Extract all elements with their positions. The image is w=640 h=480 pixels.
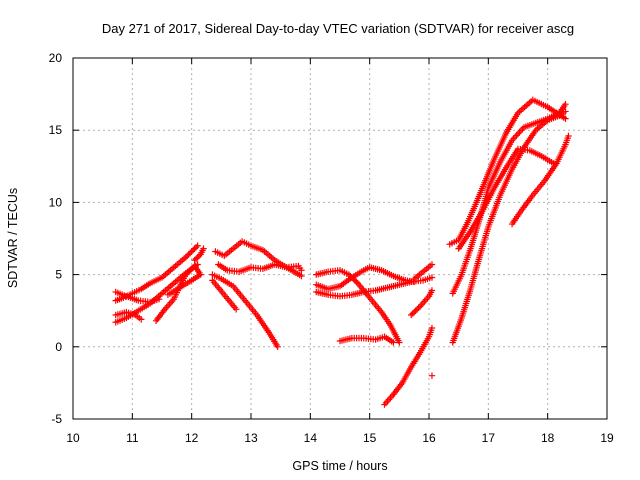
x-tick-label: 16: [422, 431, 436, 445]
grid-lines: [73, 58, 607, 419]
data-point-marker: [565, 132, 572, 140]
data-point-marker: [408, 311, 415, 319]
x-tick-label: 10: [66, 431, 80, 445]
data-point-marker: [428, 324, 436, 332]
data-point-marker: [415, 304, 422, 312]
y-tick-label: 5: [55, 268, 62, 282]
data-point-marker: [191, 262, 198, 270]
data-point-marker: [413, 306, 421, 313]
data-point-marker: [345, 271, 353, 278]
series-track-22: [455, 145, 557, 252]
data-point-marker: [184, 269, 191, 277]
data-point-marker: [428, 372, 436, 379]
data-point-marker: [186, 267, 194, 274]
data-point-marker: [191, 245, 198, 252]
axis-ticks: 10 11 12 13 14 15 16 17 18 19 -5 0 5 10 15 20: [49, 51, 614, 445]
data-point-marker: [410, 308, 418, 316]
data-point-marker: [192, 255, 200, 262]
data-point-marker: [188, 265, 195, 273]
x-tick-label: 17: [482, 431, 496, 445]
data-point-marker: [511, 133, 519, 141]
series-track-23: [508, 132, 572, 228]
data-point-marker: [428, 274, 436, 281]
data-point-marker: [274, 343, 281, 350]
data-point-marker: [396, 339, 403, 346]
data-point-marker: [189, 264, 197, 271]
series-track-19: [446, 96, 569, 248]
series-track-8: [215, 261, 305, 275]
y-axis-label: SDTVAR / TECUs: [6, 188, 20, 288]
data-point-marker: [138, 316, 145, 323]
series-track-10: [209, 277, 240, 313]
data-point-marker: [298, 272, 305, 280]
data-point-marker: [232, 306, 240, 313]
chart-title: Day 271 of 2017, Sidereal Day-to-day VTE…: [102, 21, 574, 36]
x-tick-label: 13: [244, 431, 258, 445]
data-point-marker: [192, 243, 200, 251]
data-point-marker: [514, 130, 522, 138]
x-tick-label: 11: [126, 431, 139, 445]
plot-frame: [72, 57, 608, 420]
series-track-12: [313, 264, 418, 293]
x-tick-label: 15: [363, 431, 377, 445]
series-track-15: [410, 261, 436, 283]
y-tick-label: 20: [49, 51, 63, 65]
series-track-5: [152, 262, 204, 325]
y-tick-label: 15: [49, 123, 63, 137]
data-point-marker: [182, 254, 189, 261]
data-point-marker: [188, 248, 195, 255]
data-point-marker: [562, 108, 569, 115]
data-point-marker: [516, 128, 523, 136]
series-track-17: [381, 324, 436, 408]
series-track-9: [209, 271, 281, 350]
data-point-marker: [194, 254, 201, 261]
series-track-14: [336, 333, 397, 346]
data-point-marker: [428, 261, 436, 268]
series-track-11: [313, 267, 403, 346]
data-point-marker: [412, 307, 419, 314]
data-point-marker: [195, 252, 203, 260]
data-point-marker: [185, 268, 192, 275]
data-point-marker: [200, 245, 207, 252]
data-point-marker: [189, 246, 197, 254]
data-point-marker: [185, 251, 192, 258]
data-point-marker: [517, 127, 525, 134]
x-tick-label: 18: [541, 431, 555, 445]
series-track-6: [191, 245, 207, 264]
y-tick-label: -5: [51, 412, 62, 426]
data-point-marker: [513, 132, 520, 139]
series-track-21: [449, 108, 569, 346]
y-tick-label: 0: [55, 340, 62, 354]
data-point-marker: [390, 339, 397, 346]
data-point-marker: [184, 252, 191, 260]
series-track-18: [428, 372, 436, 379]
data-point-marker: [186, 249, 194, 257]
data-point-marker: [191, 256, 198, 264]
data-point-marker: [428, 287, 436, 294]
data-point-marker: [353, 278, 360, 286]
data-point-marker: [562, 115, 569, 122]
data-point-marker: [409, 310, 416, 317]
y-tick-label: 10: [49, 195, 63, 209]
x-axis-label: GPS time / hours: [292, 459, 387, 473]
x-tick-label: 19: [600, 431, 614, 445]
data-point-marker: [351, 277, 359, 284]
data-point-marker: [194, 242, 201, 249]
x-tick-label: 14: [304, 431, 318, 445]
data-point-marker: [152, 317, 160, 325]
x-tick-label: 12: [185, 431, 199, 445]
series-track-16: [408, 287, 436, 319]
data-point-marker: [562, 101, 569, 108]
series-track-2: [112, 242, 201, 304]
series-track-7: [212, 238, 305, 280]
series-track-13: [313, 274, 436, 300]
data-point-marker: [298, 267, 305, 274]
data-series: [112, 96, 572, 408]
